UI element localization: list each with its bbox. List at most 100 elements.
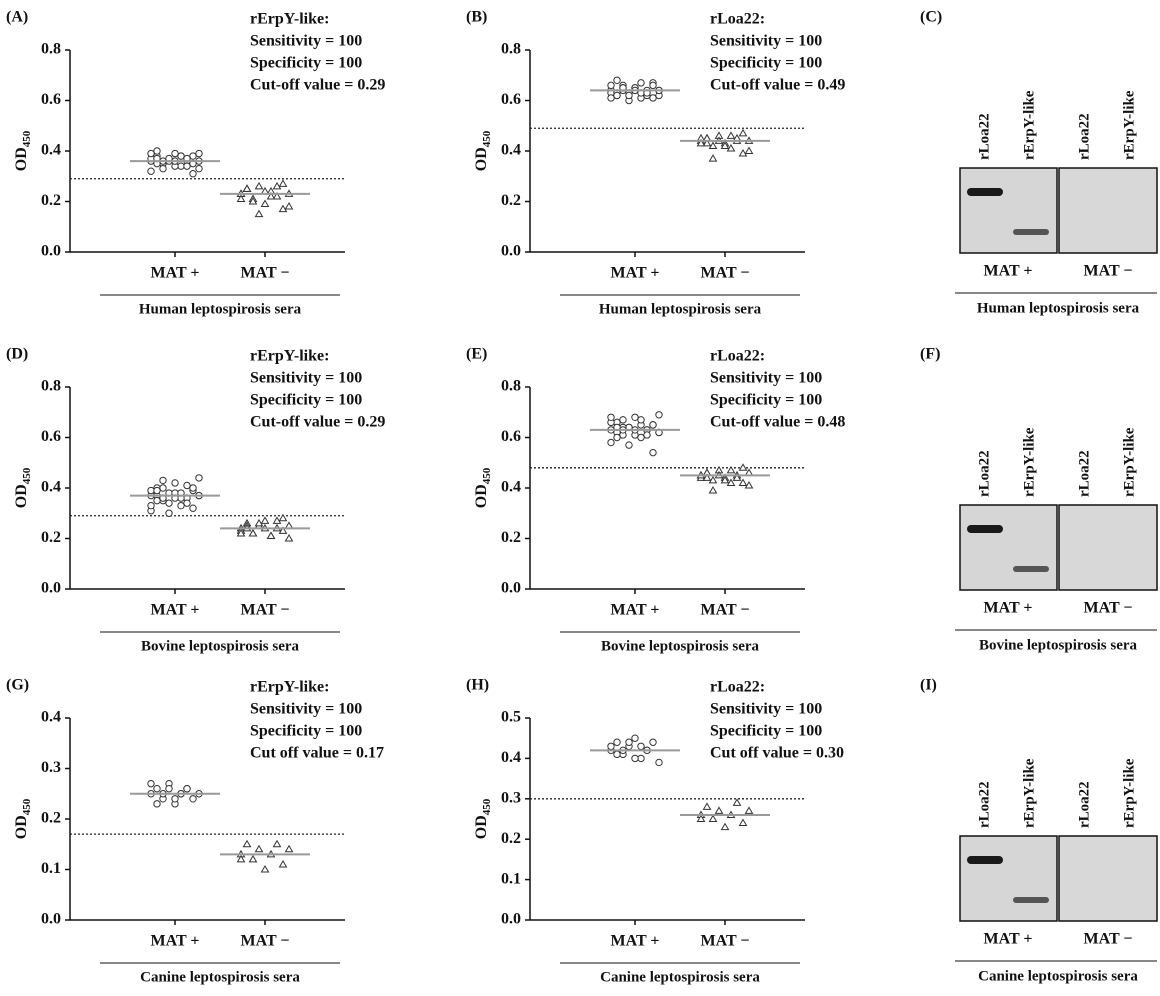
annotation: rErpY-like:: [250, 679, 329, 696]
x-axis-label: Human leptospirosis sera: [599, 301, 762, 317]
y-tick-label: 0.4: [41, 479, 61, 496]
data-point: [614, 434, 620, 440]
y-tick-label: 0.1: [501, 870, 521, 887]
data-point: [650, 739, 656, 745]
panel-label: (H): [466, 677, 489, 694]
data-point: [166, 500, 172, 506]
y-axis-label-text: OD: [13, 484, 30, 508]
data-point: [148, 780, 154, 786]
y-tick-label: 0.8: [41, 378, 61, 395]
data-point: [268, 532, 275, 538]
lane-label: rErpY-like: [1021, 758, 1037, 828]
x-tick-label: MAT −: [1084, 600, 1133, 617]
data-point: [148, 487, 154, 493]
data-point: [710, 487, 717, 493]
data-point: [608, 82, 614, 88]
y-axis-label-text: OD: [473, 484, 490, 508]
y-tick-label: 0.6: [501, 91, 521, 108]
data-point: [608, 95, 614, 101]
lane-label: rErpY-like: [1121, 90, 1137, 160]
y-tick-label: 0.4: [501, 142, 521, 159]
y-tick-label: 0.8: [41, 41, 61, 58]
y-tick-label: 0.4: [41, 709, 61, 726]
data-point: [626, 739, 632, 745]
data-point: [746, 807, 753, 813]
data-point: [746, 148, 753, 154]
x-tick-label: MAT −: [701, 933, 750, 950]
data-point: [262, 201, 269, 207]
x-tick-label: MAT +: [984, 931, 1033, 948]
data-point: [614, 77, 620, 83]
blot-band: [1013, 229, 1049, 235]
annotation: rLoa22:: [710, 348, 765, 365]
data-point: [286, 203, 293, 209]
data-point: [160, 477, 166, 483]
figure: (A)rErpY-like:Sensitivity = 100Specifici…: [0, 0, 1160, 996]
data-point: [244, 185, 251, 191]
x-axis-label: Bovine leptospirosis sera: [601, 638, 760, 654]
y-tick-label: 0.6: [501, 428, 521, 445]
annotation: Sensitivity = 100: [250, 33, 362, 50]
data-point: [286, 846, 293, 852]
lane-label: rLoa22: [1076, 113, 1092, 160]
blot-membrane: [960, 168, 1057, 253]
annotation: Sensitivity = 100: [250, 701, 362, 718]
x-tick-label: MAT +: [611, 602, 660, 619]
x-tick-label: MAT −: [241, 602, 290, 619]
data-point: [256, 846, 263, 852]
panel-label: (B): [466, 9, 487, 26]
lane-label: rLoa22: [976, 781, 992, 828]
data-point: [650, 449, 656, 455]
y-axis-label-sub: 450: [481, 798, 493, 815]
y-tick-label: 0.4: [501, 749, 521, 766]
data-point: [656, 412, 662, 418]
data-point: [148, 168, 154, 174]
data-point: [196, 165, 202, 171]
data-point: [154, 786, 160, 792]
annotation: rErpY-like:: [250, 348, 329, 365]
y-tick-label: 0.5: [501, 709, 521, 726]
data-point: [740, 464, 747, 470]
data-point: [256, 211, 263, 217]
data-point: [710, 816, 717, 822]
y-tick-label: 0.0: [501, 911, 521, 928]
blot-band: [967, 188, 1003, 196]
data-point: [728, 132, 735, 138]
x-tick-label: MAT +: [611, 265, 660, 282]
y-tick-label: 0.0: [501, 580, 521, 597]
panel-label: (I): [920, 677, 937, 694]
x-tick-label: MAT −: [701, 265, 750, 282]
data-point: [626, 442, 632, 448]
y-tick-label: 0.0: [41, 911, 61, 928]
data-point: [650, 95, 656, 101]
data-point: [184, 163, 190, 169]
y-axis-label-text: OD: [13, 147, 30, 171]
lane-label: rErpY-like: [1021, 427, 1037, 497]
y-axis-label-sub: 450: [21, 130, 33, 147]
data-point: [620, 417, 626, 423]
annotation: Specificity = 100: [250, 55, 362, 72]
data-point: [280, 515, 287, 521]
x-axis-label: Human leptospirosis sera: [977, 300, 1140, 316]
data-point: [614, 739, 620, 745]
data-point: [638, 417, 644, 423]
annotation: Cut-off value = 0.49: [710, 77, 845, 94]
data-point: [638, 80, 644, 86]
data-point: [632, 755, 638, 761]
lane-label: rLoa22: [976, 113, 992, 160]
data-point: [644, 432, 650, 438]
data-point: [632, 735, 638, 741]
annotation: Cut-off value = 0.29: [250, 414, 385, 431]
y-axis-label-text: OD: [473, 815, 490, 839]
blot-membrane: [960, 505, 1057, 590]
lane-label: rErpY-like: [1121, 758, 1137, 828]
y-tick-label: 0.8: [501, 378, 521, 395]
y-axis-label-text: OD: [13, 815, 30, 839]
data-point: [632, 414, 638, 420]
data-point: [262, 866, 269, 872]
data-point: [190, 505, 196, 511]
data-point: [638, 743, 644, 749]
blot-band: [967, 856, 1003, 864]
data-point: [190, 796, 196, 802]
y-tick-label: 0.8: [501, 41, 521, 58]
